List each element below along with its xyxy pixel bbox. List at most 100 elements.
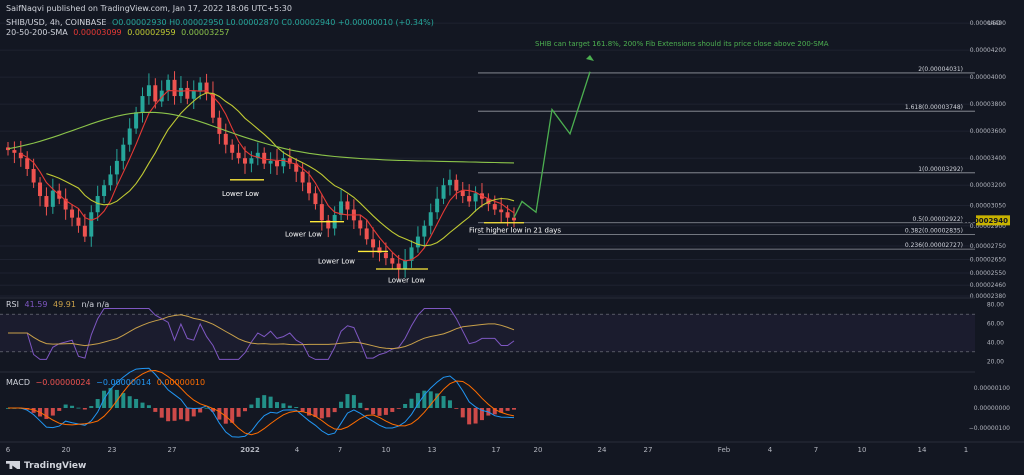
publisher-line: SaifNaqvi published on TradingView.com, … bbox=[6, 4, 292, 13]
macd-histogram-bar bbox=[339, 401, 344, 408]
candle-body bbox=[198, 82, 203, 91]
price-tick-label: 0.00002380 bbox=[970, 293, 1006, 300]
macd-histogram-bar bbox=[403, 404, 408, 408]
time-axis: 6 20 23 27 2022 4 7 10 13 17 20 24 27 Feb 4 7 10 14 1 bbox=[0, 441, 1024, 454]
candle-body bbox=[127, 128, 132, 145]
candle-body bbox=[185, 87, 190, 99]
macd-histogram-bar bbox=[159, 408, 164, 418]
macd-histogram-bar bbox=[57, 408, 62, 411]
candle-body bbox=[146, 85, 151, 97]
candle-body bbox=[204, 82, 209, 94]
candle-body bbox=[230, 144, 235, 153]
candle-body bbox=[236, 152, 241, 159]
macd-histogram-bar bbox=[300, 408, 305, 412]
candle-body bbox=[262, 152, 267, 164]
macd-histogram-bar bbox=[198, 408, 203, 413]
rsi-pane: 80.00 60.00 40.00 20.00 bbox=[0, 297, 1004, 365]
candle-body bbox=[114, 160, 119, 175]
macd-histogram-bar bbox=[307, 408, 312, 416]
candle-body bbox=[377, 247, 382, 253]
candle-body bbox=[95, 196, 100, 213]
axis-unit: USD bbox=[988, 20, 1001, 27]
macd-histogram-bar bbox=[230, 408, 235, 423]
chart-grid bbox=[0, 22, 975, 297]
macd-histogram-bar bbox=[512, 408, 516, 410]
sma50-line bbox=[46, 92, 515, 247]
price-tick-label: 0.00003050 bbox=[970, 202, 1006, 209]
time-tick-label: 1 bbox=[964, 446, 968, 454]
macd-histogram-bar bbox=[358, 402, 363, 408]
macd-histogram-bar bbox=[332, 408, 337, 413]
candle-body bbox=[25, 158, 30, 170]
macd-histogram-bar bbox=[82, 408, 87, 410]
candle-body bbox=[166, 79, 171, 91]
macd-histogram-bar bbox=[204, 407, 209, 409]
rsi-na: n/a n/a bbox=[81, 300, 110, 309]
rsi-value: 41.59 bbox=[24, 300, 48, 309]
candle-body bbox=[76, 217, 81, 226]
last-price-badge bbox=[976, 215, 1010, 226]
candle-body bbox=[44, 196, 49, 207]
candle-body bbox=[82, 225, 87, 237]
macd-label: MACD bbox=[6, 378, 30, 387]
macd-histogram-bar bbox=[287, 405, 292, 408]
candle-body bbox=[492, 204, 497, 210]
macd-histogram-bar bbox=[435, 393, 440, 408]
time-tick-label: 14 bbox=[918, 446, 927, 454]
macd-histogram-bar bbox=[460, 408, 465, 418]
rsi-tick-label: 40.00 bbox=[987, 339, 1004, 346]
price-tick-label: 0.00002550 bbox=[970, 270, 1006, 277]
price-tick-label: 0.00002460 bbox=[970, 282, 1006, 289]
macd-histogram-bar bbox=[479, 408, 484, 421]
macd-histogram-bar bbox=[172, 408, 177, 421]
candle-body bbox=[178, 87, 183, 97]
macd-histogram-bar bbox=[217, 408, 222, 420]
rsi-tick-label: 60.00 bbox=[987, 321, 1004, 328]
macd-histogram-bar bbox=[294, 407, 299, 408]
time-tick-label: 2022 bbox=[240, 446, 260, 454]
candle-body bbox=[396, 263, 401, 269]
time-tick-label: 4 bbox=[295, 446, 300, 454]
macd-histogram-bar bbox=[249, 404, 254, 408]
macd-histogram-bar bbox=[313, 408, 318, 418]
macd-legend: MACD −0.00000024 −0.00000014 0.00000010 bbox=[6, 378, 208, 387]
candle-body bbox=[422, 225, 427, 237]
time-tick-label: 20 bbox=[534, 446, 543, 454]
macd-histogram-bar bbox=[454, 408, 459, 409]
macd-histogram-bar bbox=[268, 396, 273, 408]
candle-body bbox=[428, 212, 433, 226]
candle-body bbox=[447, 179, 452, 186]
macd-hist-value: −0.00000024 bbox=[35, 378, 91, 387]
macd-histogram-bar bbox=[390, 408, 395, 412]
candle-body bbox=[383, 252, 388, 259]
time-tick-label: 27 bbox=[168, 446, 177, 454]
macd-histogram-bar bbox=[108, 388, 113, 408]
macd-histogram-bar bbox=[364, 408, 369, 411]
candle-body bbox=[307, 182, 312, 194]
candle-body bbox=[134, 112, 139, 129]
fib-label: 0.5(0.00002922) bbox=[913, 216, 964, 223]
macd-histogram-bar bbox=[44, 408, 49, 419]
macd-histogram-bar bbox=[134, 398, 139, 408]
time-tick-label: 6 bbox=[6, 446, 11, 454]
candle-body bbox=[294, 163, 299, 172]
last-price-label: 0.00002940 bbox=[962, 217, 1009, 225]
macd-histogram-bar bbox=[185, 408, 190, 422]
candle-body bbox=[326, 220, 331, 229]
macd-histogram-bar bbox=[76, 407, 81, 409]
rsi-label: RSI bbox=[6, 300, 19, 309]
price-tick-label: 0.00002650 bbox=[970, 257, 1006, 264]
candle-body bbox=[441, 185, 446, 199]
projection-path bbox=[513, 55, 594, 218]
rsi-tick-label: 20.00 bbox=[987, 358, 1004, 365]
macd-histogram-bar bbox=[467, 408, 472, 425]
lower-low-label: Lower Low bbox=[388, 276, 425, 284]
tradingview-logo[interactable]: TradingView bbox=[6, 461, 86, 471]
lower-low-label: Lower Low bbox=[222, 190, 259, 198]
price-tick-label: 0.00004000 bbox=[970, 74, 1006, 81]
fib-label: 1.618(0.00003748) bbox=[905, 104, 963, 111]
macd-pane: 0.00000100 0.00000000 −0.00000100 bbox=[0, 367, 1010, 438]
projection-line bbox=[513, 71, 591, 218]
candle-body bbox=[415, 236, 420, 248]
